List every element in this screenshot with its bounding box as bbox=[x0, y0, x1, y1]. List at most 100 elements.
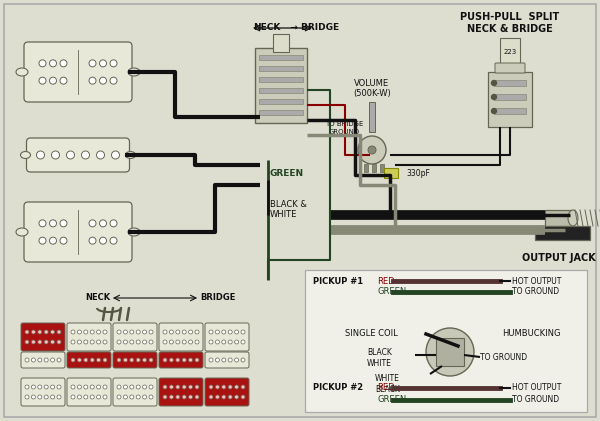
Circle shape bbox=[176, 385, 180, 389]
Circle shape bbox=[103, 395, 107, 399]
Text: BLACK &
WHITE: BLACK & WHITE bbox=[270, 200, 307, 219]
Circle shape bbox=[163, 358, 167, 362]
Circle shape bbox=[117, 358, 121, 362]
FancyBboxPatch shape bbox=[159, 323, 203, 351]
Circle shape bbox=[57, 395, 61, 399]
Circle shape bbox=[77, 395, 82, 399]
Circle shape bbox=[209, 385, 213, 389]
Bar bbox=[545, 210, 573, 226]
Text: GREEN: GREEN bbox=[377, 288, 406, 296]
Text: GREEN: GREEN bbox=[270, 168, 304, 178]
Circle shape bbox=[215, 358, 220, 362]
Circle shape bbox=[77, 330, 82, 334]
Circle shape bbox=[90, 340, 94, 344]
FancyBboxPatch shape bbox=[21, 352, 65, 368]
Circle shape bbox=[163, 395, 167, 399]
Text: NECK: NECK bbox=[85, 293, 110, 303]
Circle shape bbox=[97, 340, 101, 344]
Circle shape bbox=[39, 220, 46, 227]
Circle shape bbox=[358, 136, 386, 164]
Text: NECK: NECK bbox=[254, 24, 281, 32]
Circle shape bbox=[39, 237, 46, 244]
Circle shape bbox=[182, 395, 186, 399]
Bar bbox=[488, 72, 532, 127]
Circle shape bbox=[195, 358, 199, 362]
Circle shape bbox=[89, 237, 96, 244]
Circle shape bbox=[60, 77, 67, 84]
Circle shape bbox=[176, 330, 180, 334]
Circle shape bbox=[182, 358, 186, 362]
Circle shape bbox=[368, 146, 376, 154]
Circle shape bbox=[50, 330, 55, 334]
Circle shape bbox=[84, 340, 88, 344]
Circle shape bbox=[50, 385, 55, 389]
Circle shape bbox=[136, 385, 140, 389]
Circle shape bbox=[143, 395, 146, 399]
Circle shape bbox=[71, 340, 75, 344]
Circle shape bbox=[235, 385, 239, 389]
Circle shape bbox=[188, 358, 193, 362]
Circle shape bbox=[112, 151, 119, 159]
Text: TO BRIDGE
GROUND: TO BRIDGE GROUND bbox=[325, 122, 363, 134]
Circle shape bbox=[38, 395, 42, 399]
Circle shape bbox=[31, 340, 35, 344]
Circle shape bbox=[130, 385, 134, 389]
Bar bbox=[364, 164, 368, 172]
Text: HUMBUCKING: HUMBUCKING bbox=[502, 330, 560, 338]
Circle shape bbox=[49, 77, 56, 84]
Text: TO GROUND: TO GROUND bbox=[512, 288, 559, 296]
Circle shape bbox=[241, 385, 245, 389]
Circle shape bbox=[169, 330, 173, 334]
Text: WHITE
BLACK: WHITE BLACK bbox=[375, 374, 400, 394]
Circle shape bbox=[57, 340, 61, 344]
Circle shape bbox=[222, 358, 226, 362]
Bar bbox=[494, 108, 526, 114]
Circle shape bbox=[97, 385, 101, 389]
Circle shape bbox=[491, 109, 497, 114]
Circle shape bbox=[103, 330, 107, 334]
FancyBboxPatch shape bbox=[67, 323, 111, 351]
Circle shape bbox=[50, 340, 55, 344]
Circle shape bbox=[84, 395, 88, 399]
Circle shape bbox=[57, 330, 61, 334]
Circle shape bbox=[67, 151, 74, 159]
Circle shape bbox=[222, 395, 226, 399]
Ellipse shape bbox=[16, 228, 28, 236]
Circle shape bbox=[90, 395, 94, 399]
Circle shape bbox=[143, 330, 146, 334]
Circle shape bbox=[38, 340, 42, 344]
Circle shape bbox=[209, 340, 213, 344]
Circle shape bbox=[100, 237, 107, 244]
Circle shape bbox=[195, 385, 199, 389]
Circle shape bbox=[31, 385, 35, 389]
Circle shape bbox=[136, 395, 140, 399]
FancyBboxPatch shape bbox=[159, 378, 203, 406]
Circle shape bbox=[44, 330, 48, 334]
Circle shape bbox=[90, 358, 94, 362]
Circle shape bbox=[71, 330, 75, 334]
Circle shape bbox=[84, 358, 88, 362]
Circle shape bbox=[222, 330, 226, 334]
Circle shape bbox=[182, 385, 186, 389]
FancyBboxPatch shape bbox=[205, 323, 249, 351]
Circle shape bbox=[228, 330, 232, 334]
Circle shape bbox=[182, 330, 186, 334]
Bar bbox=[384, 168, 398, 178]
Circle shape bbox=[103, 358, 107, 362]
Circle shape bbox=[149, 340, 153, 344]
Circle shape bbox=[44, 358, 48, 362]
Bar bbox=[494, 94, 526, 100]
Circle shape bbox=[130, 395, 134, 399]
FancyBboxPatch shape bbox=[113, 352, 157, 368]
Circle shape bbox=[124, 330, 127, 334]
Circle shape bbox=[60, 237, 67, 244]
Bar bbox=[259, 99, 303, 104]
Circle shape bbox=[228, 340, 232, 344]
Text: HOT OUTPUT: HOT OUTPUT bbox=[512, 277, 562, 285]
Bar bbox=[259, 88, 303, 93]
Circle shape bbox=[44, 385, 48, 389]
Circle shape bbox=[97, 358, 101, 362]
Text: BRIDGE: BRIDGE bbox=[200, 293, 235, 303]
Circle shape bbox=[31, 358, 35, 362]
Circle shape bbox=[130, 340, 134, 344]
